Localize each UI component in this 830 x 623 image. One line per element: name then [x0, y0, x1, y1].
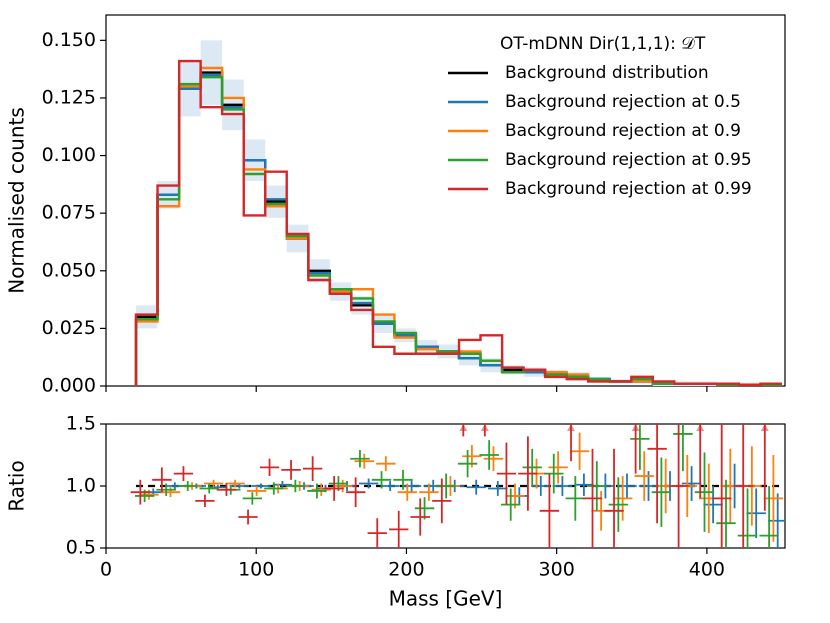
x-tick-label: 400	[689, 559, 725, 581]
x-tick-label: 200	[388, 559, 424, 581]
x-tick-label: 0	[100, 559, 112, 581]
y-tick-label: 1.0	[66, 475, 96, 497]
axes-frame	[105, 14, 786, 387]
y-tick-label: 0.125	[42, 86, 96, 108]
legend-label: Background rejection at 0.5	[505, 92, 741, 112]
legend-title: OT-mDNN Dir(1,1,1): 𝒟T	[500, 34, 706, 54]
x-tick-label: 300	[539, 559, 575, 581]
overflow-marker	[760, 424, 769, 431]
plot-area	[134, 40, 782, 386]
overflow-marker	[459, 424, 468, 431]
axes-frame	[105, 423, 786, 549]
x-axis-label: Mass [GeV]	[389, 587, 503, 611]
legend-label: Background distribution	[505, 63, 709, 83]
y-tick-label: 0.5	[66, 537, 96, 559]
y-tick-label: 0.050	[42, 259, 96, 281]
y-axis-label: Ratio	[5, 460, 29, 511]
histogram-line	[134, 59, 782, 386]
overflow-marker	[696, 424, 705, 431]
y-axis-label: Normalised counts	[5, 107, 29, 294]
y-tick-label: 0.000	[42, 375, 96, 397]
legend-label: Background rejection at 0.99	[505, 179, 752, 199]
y-tick-label: 0.150	[42, 29, 96, 51]
x-tick-label: 100	[238, 559, 274, 581]
y-tick-label: 0.025	[42, 317, 96, 339]
plot-area	[130, 424, 785, 548]
overflow-marker	[480, 424, 489, 431]
overflow-marker	[631, 424, 640, 431]
legend-label: Background rejection at 0.9	[505, 121, 741, 141]
y-tick-label: 0.075	[42, 202, 96, 224]
overflow-marker	[567, 424, 576, 431]
y-tick-label: 1.5	[66, 413, 96, 435]
legend-label: Background rejection at 0.95	[505, 150, 752, 170]
y-tick-label: 0.100	[42, 144, 96, 166]
